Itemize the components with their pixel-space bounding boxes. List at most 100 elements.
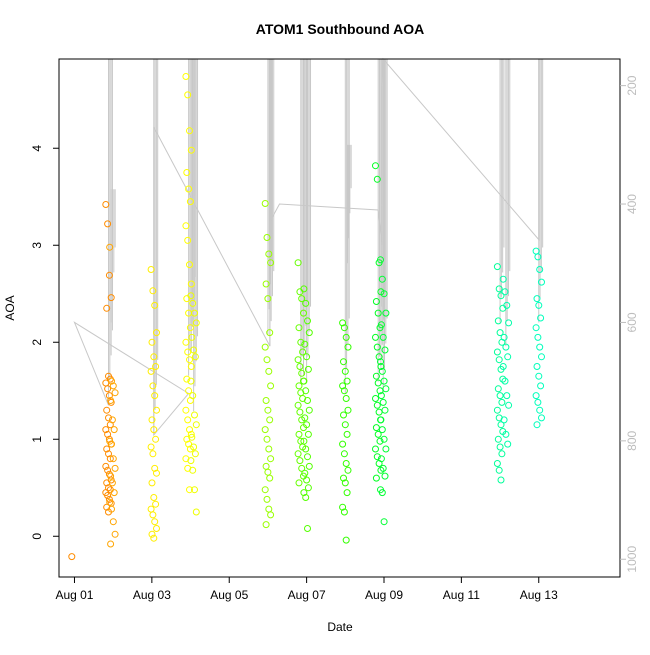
- x-tick-label: Aug 11: [443, 588, 480, 602]
- aoa-point: [182, 338, 190, 346]
- aoa-point: [377, 256, 384, 264]
- aoa-point: [536, 343, 544, 351]
- aoa-point: [104, 466, 112, 474]
- aoa-point: [188, 333, 196, 341]
- aoa-point: [340, 387, 348, 395]
- aoa-point: [104, 220, 112, 228]
- aoa-point: [339, 319, 347, 327]
- aoa-point: [295, 324, 303, 332]
- aoa-point: [536, 266, 544, 273]
- y-tick-label: 2: [30, 339, 44, 346]
- aoa-point: [189, 299, 197, 307]
- aoa-point: [503, 392, 511, 400]
- aoa-point: [151, 392, 159, 400]
- profile-path: [73, 57, 540, 437]
- aoa-point: [378, 367, 386, 375]
- aoa-point: [108, 440, 115, 448]
- aoa-point: [303, 421, 311, 429]
- aoa-point: [534, 398, 542, 406]
- aoa-point: [267, 511, 275, 519]
- aoa-point: [375, 353, 383, 361]
- aoa-point: [264, 295, 272, 303]
- aoa-point: [185, 387, 193, 395]
- aoa-point: [151, 518, 159, 526]
- aoa-point: [300, 437, 308, 445]
- aoa-point: [150, 353, 158, 361]
- aoa-point: [184, 236, 192, 244]
- aoa-point: [340, 358, 347, 366]
- aoa-point: [495, 285, 503, 293]
- aoa-point: [372, 445, 379, 453]
- aoa-point: [500, 333, 508, 341]
- aoa-point: [493, 460, 501, 467]
- aoa-point: [532, 324, 540, 332]
- aoa-point: [297, 338, 305, 346]
- aoa-point: [378, 426, 386, 434]
- aoa-point: [534, 333, 542, 341]
- aoa-point: [493, 263, 501, 271]
- aoa-point: [499, 363, 507, 370]
- aoa-point: [497, 292, 505, 300]
- aoa-point: [191, 486, 198, 494]
- aoa-points: [68, 73, 545, 561]
- aoa-point: [106, 243, 114, 251]
- aoa-point: [300, 309, 307, 317]
- aoa-point: [191, 450, 199, 458]
- aoa-point: [498, 398, 506, 406]
- aoa-point: [105, 271, 113, 279]
- aoa-point: [186, 198, 194, 206]
- aoa-point: [149, 287, 157, 295]
- aoa-point: [295, 479, 303, 487]
- aoa-point: [187, 363, 195, 370]
- y2-tick-label: 200: [625, 75, 639, 95]
- aoa-point: [187, 292, 195, 300]
- aoa-point: [505, 319, 513, 327]
- aoa-point: [185, 185, 193, 193]
- aoa-point: [109, 455, 117, 463]
- aoa-point: [261, 200, 269, 207]
- aoa-point: [184, 348, 192, 356]
- aoa-point: [186, 356, 193, 364]
- aoa-point: [377, 321, 385, 329]
- aoa-point: [342, 395, 350, 402]
- aoa-point: [68, 553, 76, 561]
- aoa-point: [304, 453, 311, 461]
- aoa-point: [186, 486, 193, 494]
- aoa-point: [302, 299, 310, 307]
- aoa-point: [373, 175, 381, 183]
- aoa-point: [341, 421, 349, 429]
- aoa-point: [301, 340, 309, 348]
- aoa-point: [534, 253, 542, 261]
- aoa-point: [342, 536, 350, 544]
- aoa-point: [304, 317, 311, 325]
- aoa-point: [105, 414, 112, 422]
- aoa-point: [340, 324, 348, 332]
- aoa-point: [499, 275, 507, 283]
- aoa-point: [301, 469, 309, 477]
- aoa-point: [301, 414, 309, 422]
- aoa-point: [380, 435, 388, 443]
- aoa-point: [296, 457, 304, 465]
- aoa-point: [339, 440, 347, 448]
- aoa-point: [190, 443, 198, 451]
- aoa-point: [103, 445, 111, 453]
- aoa-point: [504, 440, 512, 448]
- aoa-point: [533, 295, 541, 303]
- aoa-point: [341, 367, 349, 375]
- y2-tick-label: 1000: [625, 546, 639, 573]
- aoa-point: [376, 437, 384, 445]
- aoa-point: [339, 503, 347, 511]
- aoa-point: [497, 476, 505, 484]
- aoa-point: [105, 495, 113, 503]
- aoa-point: [340, 474, 347, 482]
- aoa-point: [298, 464, 306, 472]
- aoa-point: [495, 356, 503, 364]
- aoa-point: [298, 369, 306, 377]
- x-tick-label: Aug 03: [133, 588, 171, 602]
- aoa-point: [373, 453, 381, 461]
- aoa-point: [153, 525, 160, 532]
- aoa-point: [381, 472, 389, 480]
- aoa-point: [535, 301, 543, 309]
- aoa-point: [494, 435, 502, 443]
